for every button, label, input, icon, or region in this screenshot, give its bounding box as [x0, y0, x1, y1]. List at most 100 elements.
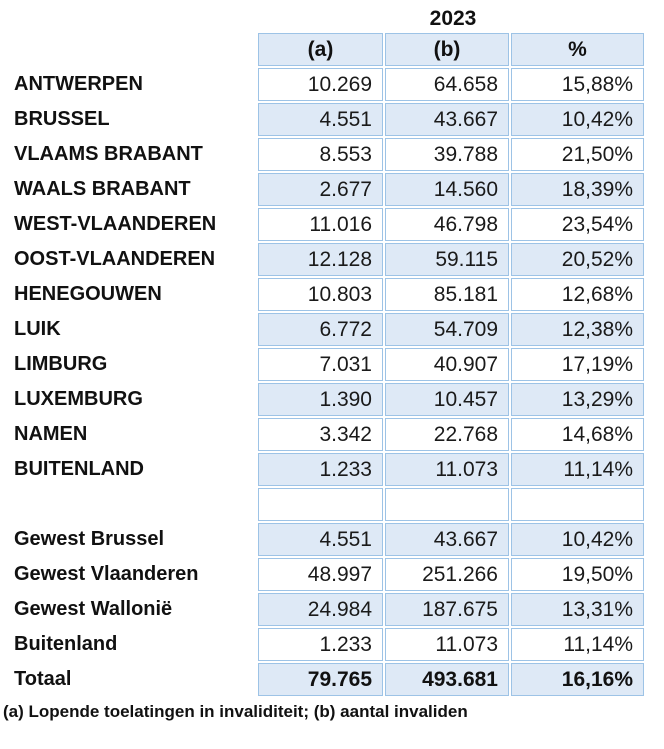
table-row: LUXEMBURG 1.390 10.457 13,29%	[2, 383, 644, 416]
value-percent: 13,31%	[511, 593, 644, 626]
row-label: Gewest Brussel	[14, 528, 165, 550]
header-row: (a) (b) %	[2, 33, 644, 66]
value-b: 64.658	[385, 68, 509, 101]
value-b: 59.115	[385, 243, 509, 276]
footnote: (a) Lopende toelatingen in invaliditeit;…	[3, 702, 468, 721]
row-label: LUXEMBURG	[14, 388, 143, 410]
table-row: Gewest Brussel 4.551 43.667 10,42%	[2, 523, 644, 556]
table-row: Buitenland 1.233 11.073 11,14%	[2, 628, 644, 661]
value-b: 10.457	[385, 383, 509, 416]
value-percent: 16,16%	[511, 663, 644, 696]
column-header-a: (a)	[258, 33, 383, 66]
value-a: 6.772	[258, 313, 383, 346]
row-label: WAALS BRABANT	[14, 178, 191, 200]
value-a: 10.803	[258, 278, 383, 311]
value-b: 11.073	[385, 453, 509, 486]
row-label: Totaal	[14, 668, 72, 690]
row-label: Buitenland	[14, 633, 118, 655]
value-a: 3.342	[258, 418, 383, 451]
invalidity-statistics-table: (a) (b) % ANTWERPEN 10.269 64.658 15,88% BRU…	[0, 31, 646, 698]
value-percent: 20,52%	[511, 243, 644, 276]
row-label: BUITENLAND	[14, 458, 144, 480]
value-a: 7.031	[258, 348, 383, 381]
value-a: 1.233	[258, 453, 383, 486]
value-a: 11.016	[258, 208, 383, 241]
row-label: VLAAMS BRABANT	[14, 143, 203, 165]
value-percent: 11,14%	[511, 628, 644, 661]
table-row: Gewest Wallonië 24.984 187.675 13,31%	[2, 593, 644, 626]
value-a: 4.551	[258, 103, 383, 136]
table-body: ANTWERPEN 10.269 64.658 15,88% BRUSSEL 4.551 4…	[2, 68, 644, 696]
value-a: 24.984	[258, 593, 383, 626]
table-row: Gewest Vlaanderen 48.997 251.266 19,50%	[2, 558, 644, 591]
value-b: 43.667	[385, 523, 509, 556]
table-year-title: 2023	[429, 7, 477, 30]
value-percent: 18,39%	[511, 173, 644, 206]
table-row: HENEGOUWEN 10.803 85.181 12,68%	[2, 278, 644, 311]
table-row: WAALS BRABANT 2.677 14.560 18,39%	[2, 173, 644, 206]
value-percent: 14,68%	[511, 418, 644, 451]
column-header-pct: %	[511, 33, 644, 66]
value-a: 48.997	[258, 558, 383, 591]
value-b: 493.681	[385, 663, 509, 696]
value-a: 10.269	[258, 68, 383, 101]
value-percent: 10,42%	[511, 523, 644, 556]
value-b: 22.768	[385, 418, 509, 451]
row-label: ANTWERPEN	[14, 73, 143, 95]
value-percent: 21,50%	[511, 138, 644, 171]
table-row: OOST-VLAANDEREN 12.128 59.115 20,52%	[2, 243, 644, 276]
value-a: 79.765	[258, 663, 383, 696]
table-row: WEST-VLAANDEREN 11.016 46.798 23,54%	[2, 208, 644, 241]
row-label: NAMEN	[14, 423, 88, 445]
header-label-spacer	[2, 33, 256, 66]
value-percent: 11,14%	[511, 453, 644, 486]
spacer-row	[2, 488, 644, 521]
row-label: BRUSSEL	[14, 108, 110, 130]
value-percent	[511, 488, 644, 521]
value-percent: 17,19%	[511, 348, 644, 381]
value-percent: 15,88%	[511, 68, 644, 101]
value-a	[258, 488, 383, 521]
value-a: 1.390	[258, 383, 383, 416]
value-b	[385, 488, 509, 521]
value-b: 14.560	[385, 173, 509, 206]
row-label	[2, 488, 256, 521]
table-row: BRUSSEL 4.551 43.667 10,42%	[2, 103, 644, 136]
value-percent: 12,68%	[511, 278, 644, 311]
row-label: Gewest Vlaanderen	[14, 563, 199, 585]
value-b: 39.788	[385, 138, 509, 171]
value-a: 1.233	[258, 628, 383, 661]
table-row: LUIK 6.772 54.709 12,38%	[2, 313, 644, 346]
value-percent: 19,50%	[511, 558, 644, 591]
value-b: 85.181	[385, 278, 509, 311]
row-label: OOST-VLAANDEREN	[14, 248, 216, 270]
row-label: WEST-VLAANDEREN	[14, 213, 217, 235]
value-b: 187.675	[385, 593, 509, 626]
table-row: LIMBURG 7.031 40.907 17,19%	[2, 348, 644, 381]
column-header-b: (b)	[385, 33, 509, 66]
value-a: 2.677	[258, 173, 383, 206]
value-b: 251.266	[385, 558, 509, 591]
table-row: Totaal 79.765 493.681 16,16%	[2, 663, 644, 696]
value-b: 40.907	[385, 348, 509, 381]
row-label: HENEGOUWEN	[14, 283, 162, 305]
table-row: ANTWERPEN 10.269 64.658 15,88%	[2, 68, 644, 101]
value-b: 11.073	[385, 628, 509, 661]
value-b: 54.709	[385, 313, 509, 346]
value-b: 43.667	[385, 103, 509, 136]
value-a: 4.551	[258, 523, 383, 556]
table-row: VLAAMS BRABANT 8.553 39.788 21,50%	[2, 138, 644, 171]
value-a: 12.128	[258, 243, 383, 276]
table-row: NAMEN 3.342 22.768 14,68%	[2, 418, 644, 451]
row-label: LUIK	[14, 318, 61, 340]
value-percent: 10,42%	[511, 103, 644, 136]
value-percent: 13,29%	[511, 383, 644, 416]
value-percent: 12,38%	[511, 313, 644, 346]
value-percent: 23,54%	[511, 208, 644, 241]
row-label: Gewest Wallonië	[14, 598, 173, 620]
value-a: 8.553	[258, 138, 383, 171]
value-b: 46.798	[385, 208, 509, 241]
table-row: BUITENLAND 1.233 11.073 11,14%	[2, 453, 644, 486]
row-label: LIMBURG	[14, 353, 108, 375]
